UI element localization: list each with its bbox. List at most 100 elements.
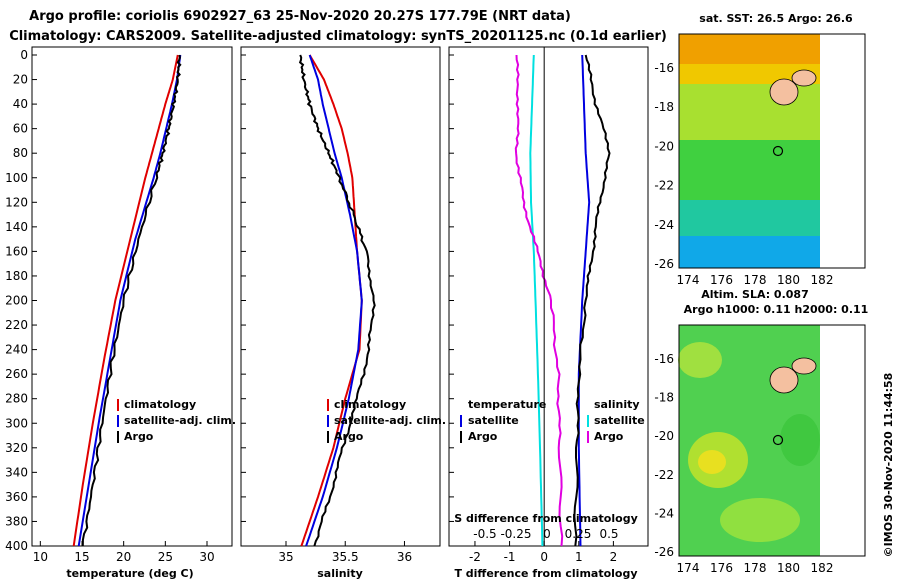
series-line-t-argo bbox=[573, 54, 611, 547]
difference-legend: temperature satellite Argo salinity sate… bbox=[460, 398, 645, 443]
x-tick-label: 1 bbox=[575, 550, 583, 564]
map-lat-label: -18 bbox=[654, 391, 674, 405]
map-lon-label: 180 bbox=[777, 561, 800, 575]
s-diff-tick-label: 0.5 bbox=[599, 527, 618, 541]
depth-tick-label: 360 bbox=[5, 490, 28, 504]
sst-mid-band bbox=[679, 84, 820, 140]
x-tick-label: 25 bbox=[158, 550, 173, 564]
depth-tick-label: 400 bbox=[5, 539, 28, 553]
legend-label-t-satellite: satellite bbox=[468, 414, 519, 427]
map-lat-label: -22 bbox=[654, 468, 674, 482]
sst-map-title: sat. SST: 26.5 Argo: 26.6 bbox=[699, 12, 853, 25]
sst-map bbox=[678, 33, 866, 269]
series-line-satellite-adj-clim- bbox=[77, 54, 182, 547]
sst-map-land-blank bbox=[820, 35, 864, 267]
sst-map-frame bbox=[678, 33, 866, 269]
legend-label-climatology: climatology bbox=[124, 398, 196, 411]
x-tick-label: 35 bbox=[278, 550, 293, 564]
s-diff-tick-label: -0.5 bbox=[473, 527, 496, 541]
map-lon-label: 180 bbox=[777, 273, 800, 287]
map-lon-label: 176 bbox=[710, 273, 733, 287]
sst-warm-band bbox=[679, 34, 820, 64]
depth-tick-label: 340 bbox=[5, 465, 28, 479]
legend-title-temperature: temperature bbox=[468, 398, 546, 411]
depth-tick-label: 280 bbox=[5, 392, 28, 406]
fiji-island-second bbox=[791, 69, 817, 87]
x-tick-label: 2 bbox=[610, 550, 618, 564]
map-lon-label: 174 bbox=[677, 561, 700, 575]
depth-tick-label: 140 bbox=[5, 220, 28, 234]
argo-float-marker bbox=[772, 145, 784, 157]
sla-map bbox=[678, 324, 866, 557]
difference-chart: -2 -1 0 1 2 -0.5 -0.25 0 0.25 0.5 bbox=[469, 47, 619, 564]
x-tick-label: 36 bbox=[397, 550, 412, 564]
x-tick-label: 35.5 bbox=[332, 550, 359, 564]
map-lat-label: -24 bbox=[654, 506, 674, 520]
map-lat-label: -16 bbox=[654, 61, 674, 75]
depth-tick-label: 380 bbox=[5, 514, 28, 528]
salinity-chart: 35 35.5 36 bbox=[278, 54, 412, 564]
depth-tick-label: 20 bbox=[13, 73, 28, 87]
salinity-panel bbox=[240, 46, 441, 547]
series-line-argo bbox=[81, 54, 182, 547]
legend-label-argo: Argo bbox=[124, 430, 154, 443]
depth-tick-label: 180 bbox=[5, 269, 28, 283]
map-lat-label: -26 bbox=[654, 257, 674, 271]
temperature-legend: climatology satellite-adj. clim. Argo bbox=[117, 398, 236, 443]
series-line-climatology bbox=[300, 54, 363, 547]
sla-patch-4 bbox=[678, 342, 722, 378]
series-line-satellite-adj-clim- bbox=[305, 54, 363, 547]
footer-timestamp: ©IMOS 30-Nov-2020 11:44:58 bbox=[882, 373, 895, 558]
depth-tick-label: 320 bbox=[5, 441, 28, 455]
depth-tick-label: 0 bbox=[20, 48, 28, 62]
depth-tick-label: 40 bbox=[13, 97, 28, 111]
map-lat-label: -26 bbox=[654, 545, 674, 559]
legend-label-s-argo: Argo bbox=[594, 430, 624, 443]
depth-tick-label: 220 bbox=[5, 318, 28, 332]
depth-tick-label: 60 bbox=[13, 122, 28, 136]
legend-label-s-satellite: satellite bbox=[594, 414, 645, 427]
x-tick-label: 10 bbox=[33, 550, 48, 564]
series-line-s-argo bbox=[514, 54, 564, 547]
title-line-1: Argo profile: coriolis 6902927_63 25-Nov… bbox=[29, 9, 571, 24]
map-lat-label: -24 bbox=[654, 218, 674, 232]
map-lon-label: 182 bbox=[811, 273, 834, 287]
difference-xlabel: T difference from climatology bbox=[454, 567, 637, 580]
sla-map-frame bbox=[678, 324, 866, 557]
legend-label-climatology: climatology bbox=[334, 398, 406, 411]
temperature-xlabel: temperature (deg C) bbox=[66, 567, 193, 580]
map-lon-label: 174 bbox=[677, 273, 700, 287]
sla-patch-3 bbox=[720, 498, 800, 542]
legend-label-satellite: satellite-adj. clim. bbox=[334, 414, 446, 427]
depth-tick-label: 80 bbox=[13, 146, 28, 160]
title-line-2: Climatology: CARS2009. Satellite-adjuste… bbox=[9, 29, 667, 44]
sla-map-title-1: Altim. SLA: 0.087 bbox=[701, 288, 808, 301]
sla-patch-5 bbox=[780, 414, 820, 466]
map-lat-label: -20 bbox=[654, 429, 674, 443]
series-line-t-satellite bbox=[577, 54, 591, 547]
legend-label-argo: Argo bbox=[334, 430, 364, 443]
argo-float-marker bbox=[772, 434, 784, 446]
legend-label-t-argo: Argo bbox=[468, 430, 498, 443]
x-tick-label: -1 bbox=[504, 550, 516, 564]
salinity-xlabel: salinity bbox=[317, 567, 363, 580]
map-lat-label: -18 bbox=[654, 100, 674, 114]
depth-axis: 0 20 40 60 80 100 120 140 160 180 200 220 240 260 280 3… bbox=[5, 48, 454, 553]
series-line-argo bbox=[298, 54, 376, 547]
s-diff-tick-label: 0 bbox=[543, 527, 551, 541]
map-lon-label: 178 bbox=[744, 273, 767, 287]
legend-label-satellite: satellite-adj. clim. bbox=[124, 414, 236, 427]
fiji-island-main bbox=[769, 78, 799, 106]
x-tick-label: 30 bbox=[199, 550, 214, 564]
depth-tick-label: 240 bbox=[5, 343, 28, 357]
x-tick-label: 0 bbox=[540, 550, 548, 564]
x-tick-label: 15 bbox=[74, 550, 89, 564]
x-tick-label: 20 bbox=[116, 550, 131, 564]
fiji-island-second bbox=[791, 357, 817, 375]
map-lon-label: 182 bbox=[811, 561, 834, 575]
legend-title-salinity: salinity bbox=[594, 398, 640, 411]
temperature-chart: 10 15 20 25 30 bbox=[33, 54, 215, 564]
sla-patch-2 bbox=[698, 450, 726, 474]
